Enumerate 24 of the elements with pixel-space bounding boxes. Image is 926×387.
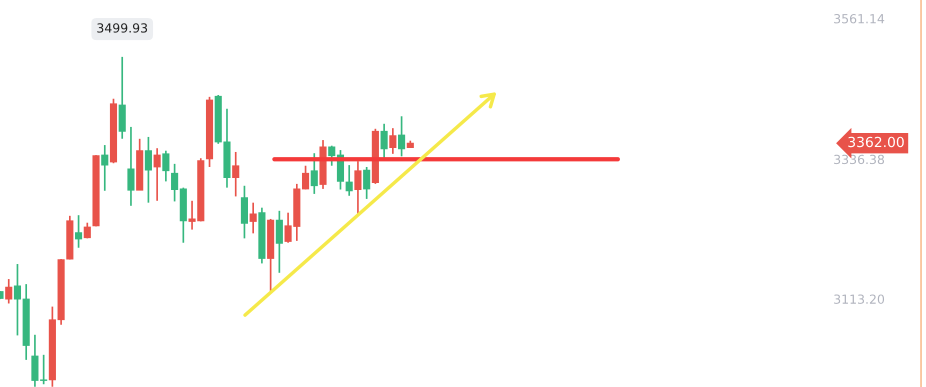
- candlestick: [101, 144, 108, 192]
- candlestick: [276, 210, 283, 274]
- candlestick: [5, 278, 12, 304]
- candlestick: [162, 150, 170, 182]
- candlestick: [127, 126, 135, 207]
- candlestick: [354, 160, 362, 215]
- candlestick: [232, 151, 240, 198]
- y-tick-label: 3336.38: [834, 154, 884, 164]
- annotation: 3362.00: [848, 136, 904, 148]
- y-tick-label: 3561.14: [834, 14, 884, 24]
- annotation: 3499.93: [97, 23, 148, 33]
- candlestick: [144, 136, 152, 204]
- candlestick: [380, 122, 388, 158]
- candlestick: [154, 147, 161, 202]
- candlestick: [171, 163, 178, 202]
- candlestick: [389, 127, 396, 155]
- candlestick: [250, 202, 257, 234]
- candlestick: [398, 115, 406, 158]
- candlestick: [284, 212, 292, 244]
- candlestick: [84, 222, 91, 240]
- candlestick: [75, 214, 82, 249]
- candlestick: [310, 152, 318, 195]
- y-tick-label: 3113.20: [834, 294, 884, 304]
- candlestick: [363, 166, 370, 200]
